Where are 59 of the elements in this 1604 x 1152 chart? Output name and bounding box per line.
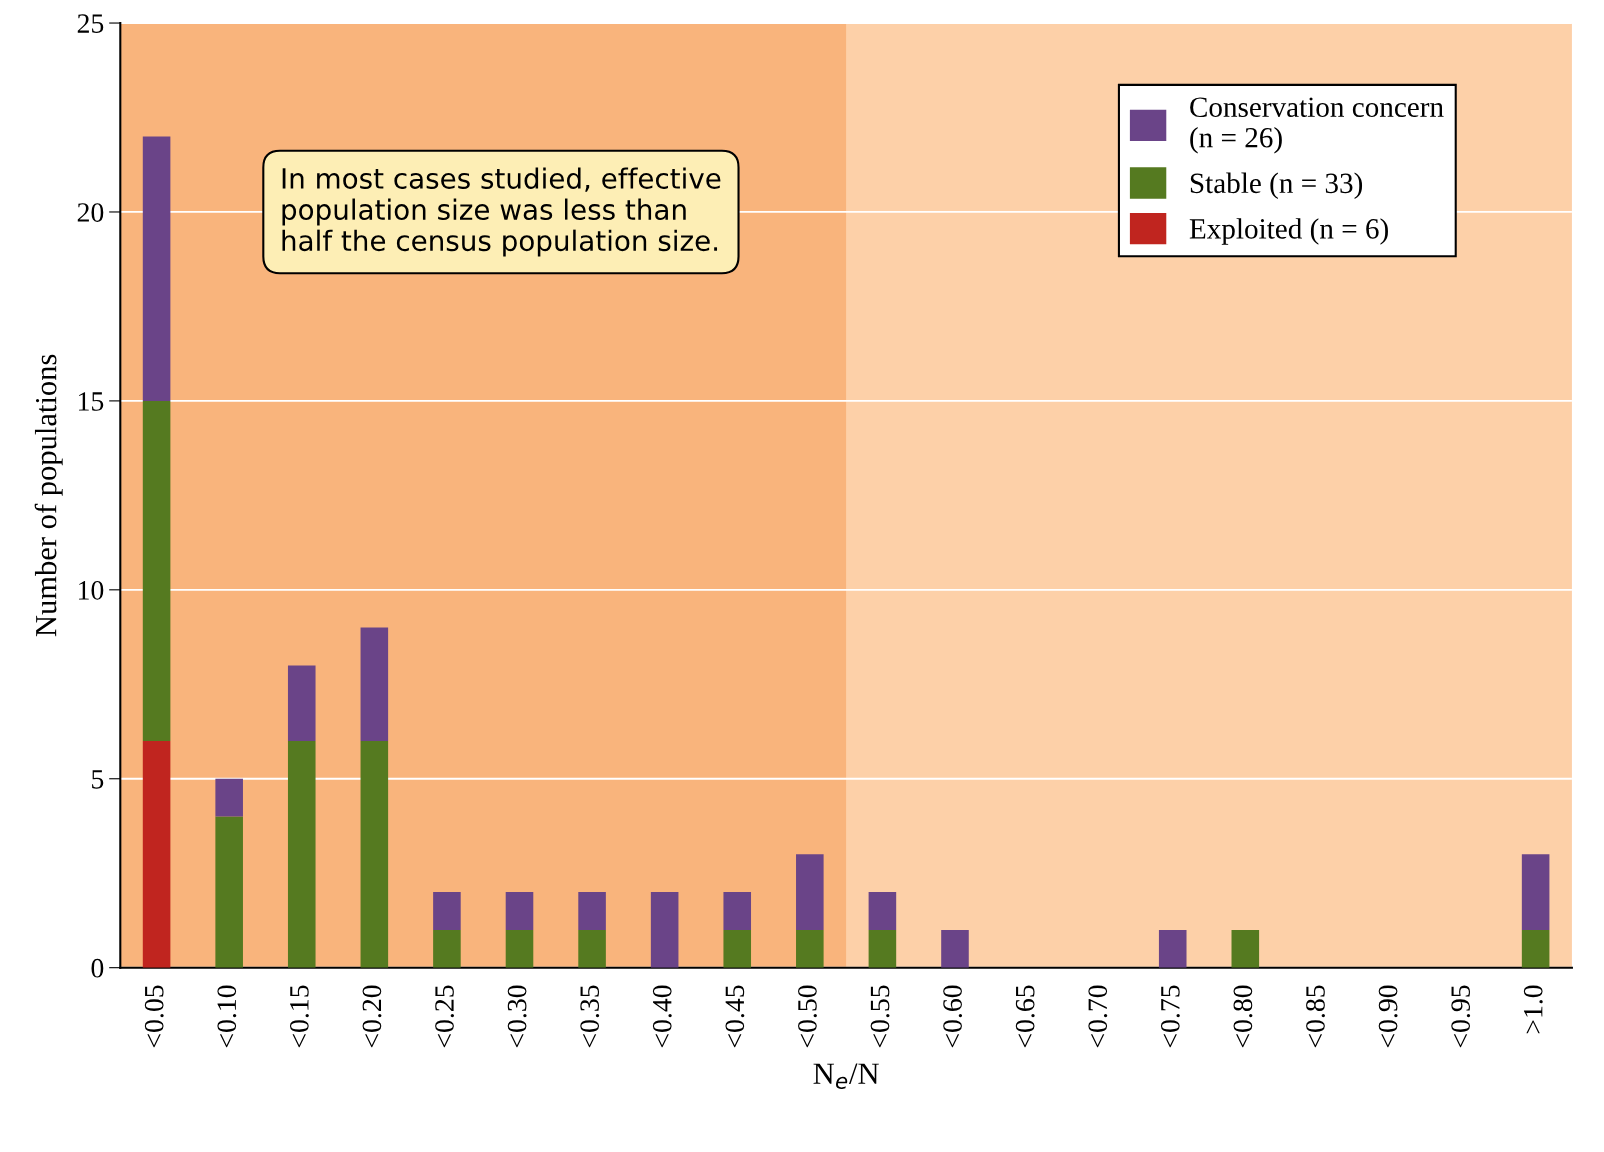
y-axis-title: Number of populations [34,354,63,637]
x-tick-label: <0.95 [1451,985,1471,1048]
bar [505,929,534,968]
bar [215,778,243,817]
x-tick-label: <0.40 [652,985,672,1048]
bar [578,929,606,968]
bar [723,892,752,930]
x-tick-label: >1.0 [1523,985,1543,1034]
x-tick-label: <0.55 [870,985,890,1048]
y-tick-label: 20 [77,203,104,222]
x-tick-label: <0.65 [1015,985,1035,1048]
bar [868,892,897,930]
bar [1158,929,1187,968]
bar [1521,854,1550,930]
x-tick-label: <0.80 [1233,985,1253,1048]
x-tick-label: <0.35 [580,985,600,1048]
bar [433,929,461,968]
bar [142,400,171,741]
bar [360,627,389,741]
bar [1521,929,1550,968]
legend-label: Exploited (n = 6) [1189,218,1388,245]
bar [142,136,171,401]
bar [287,740,316,968]
x-tick-label: <0.10 [217,985,237,1048]
bar [505,892,534,930]
bar [1231,929,1260,968]
x-tick-label: <0.85 [1306,985,1325,1048]
bar [360,740,389,968]
annotation: In most cases studied, effective population size was less than half the census population size. [282,167,721,257]
x-tick-label: <0.75 [1160,985,1180,1048]
bar [796,929,824,968]
x-tick-label: <0.70 [1088,985,1108,1048]
x-tick-label: <0.45 [725,985,745,1048]
bar [796,854,824,930]
bar [287,665,316,741]
bar [868,929,897,968]
x-tick-label: <0.05 [144,985,164,1048]
x-tick-label: <0.50 [798,985,817,1048]
bar [941,929,969,968]
bar [723,929,752,968]
y-tick-label: 10 [78,580,104,600]
legend-label: Conservation concern (n = 26) [1190,97,1444,154]
bar [142,740,171,968]
x-tick-label: <0.90 [1378,985,1398,1048]
x-tick-label: <0.20 [362,985,382,1048]
bar [215,816,243,968]
x-tick-label: <0.25 [435,985,454,1048]
x-axis-title: N$_{e}$/N [813,1063,879,1090]
bar [650,892,679,968]
bar [433,892,461,930]
legend-label: Stable (n = 33) [1190,172,1363,200]
x-tick-label: <0.60 [943,985,963,1048]
x-tick-label: <0.30 [507,985,527,1048]
bar [578,892,606,930]
y-tick-label: 25 [77,14,104,33]
y-tick-label: 0 [91,958,104,978]
y-tick-label: 5 [92,770,104,789]
x-tick-label: <0.15 [289,985,309,1048]
y-tick-label: 15 [78,392,104,411]
